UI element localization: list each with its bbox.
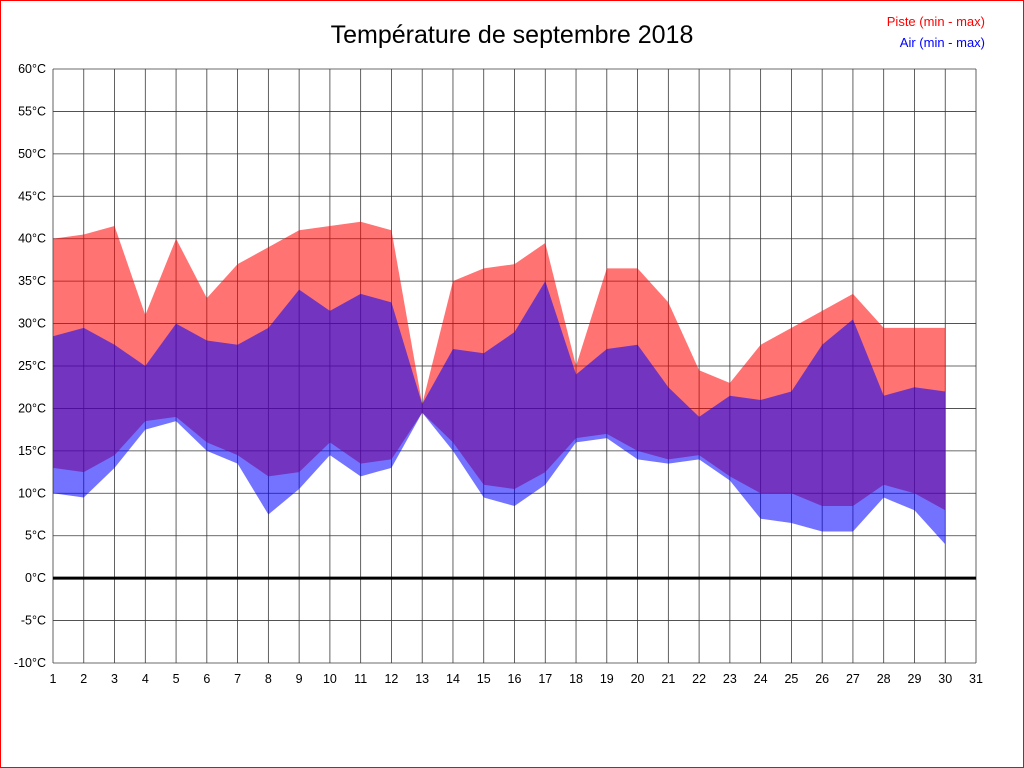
y-tick-label: 45°C [18, 189, 46, 203]
y-tick-label: 60°C [18, 62, 46, 76]
x-tick-label: 6 [203, 672, 210, 686]
y-tick-label: 0°C [25, 571, 46, 585]
y-tick-label: -10°C [14, 656, 46, 670]
y-tick-label: 10°C [18, 486, 46, 500]
x-tick-label: 16 [508, 672, 522, 686]
y-tick-label: 55°C [18, 104, 46, 118]
x-tick-label: 3 [111, 672, 118, 686]
x-tick-label: 12 [384, 672, 398, 686]
chart-title: Température de septembre 2018 [330, 21, 694, 49]
x-tick-label: 24 [754, 672, 768, 686]
x-tick-label: 22 [692, 672, 706, 686]
y-tick-label: 25°C [18, 359, 46, 373]
y-tick-label: 20°C [18, 401, 46, 415]
x-tick-label: 1 [50, 672, 57, 686]
x-tick-label: 11 [354, 672, 367, 686]
x-tick-label: 7 [234, 672, 241, 686]
x-tick-label: 4 [142, 672, 149, 686]
y-tick-label: 5°C [25, 529, 46, 543]
x-tick-label: 25 [784, 672, 798, 686]
x-tick-label: 15 [477, 672, 491, 686]
x-tick-label: 23 [723, 672, 737, 686]
legend-item-air: Air (min - max) [899, 35, 985, 50]
x-tick-label: 18 [569, 672, 583, 686]
y-tick-label: -5°C [21, 614, 46, 628]
y-tick-label: 15°C [18, 444, 46, 458]
x-tick-label: 20 [631, 672, 645, 686]
x-tick-label: 14 [446, 672, 460, 686]
x-tick-label: 19 [600, 672, 614, 686]
y-tick-label: 40°C [18, 232, 46, 246]
x-tick-label: 29 [908, 672, 922, 686]
x-tick-label: 5 [173, 672, 180, 686]
x-tick-label: 2 [80, 672, 87, 686]
legend-item-piste: Piste (min - max) [886, 14, 985, 29]
x-tick-label: 10 [323, 672, 337, 686]
x-tick-label: 13 [415, 672, 429, 686]
x-tick-label: 30 [938, 672, 952, 686]
y-tick-label: 50°C [18, 147, 46, 161]
x-tick-label: 31 [969, 672, 983, 686]
y-tick-label: 30°C [18, 317, 46, 331]
x-tick-label: 9 [296, 672, 303, 686]
y-axis-labels: 60°C 55°C 50°C 45°C 40°C 35°C 30°C 25°C 20°C 15°C… [14, 62, 46, 670]
x-tick-label: 17 [538, 672, 552, 686]
x-tick-label: 21 [661, 672, 675, 686]
x-tick-label: 26 [815, 672, 829, 686]
chart-legend: Piste (min - max) Air (min - max) [887, 11, 985, 53]
x-tick-label: 8 [265, 672, 272, 686]
x-tick-label: 28 [877, 672, 891, 686]
band-air [53, 281, 946, 545]
x-tick-label: 27 [846, 672, 860, 686]
x-axis-labels: 1 2 3 4 5 6 7 8 9 10 11 12 13 14 15 16 17 18 19 20 21 22 23 24 2… [50, 672, 983, 686]
y-tick-label: 35°C [18, 274, 46, 288]
